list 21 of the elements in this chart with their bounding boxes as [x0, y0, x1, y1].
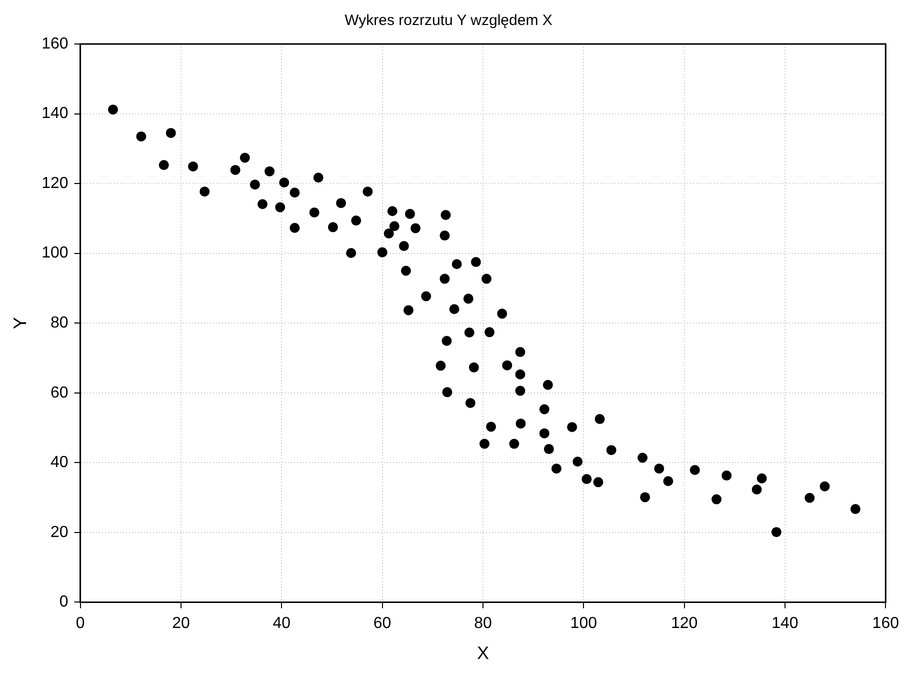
x-tick-label: 60: [373, 615, 392, 632]
x-tick-label: 140: [772, 615, 798, 632]
x-tick-label: 100: [570, 615, 598, 632]
x-axis-title: X: [476, 643, 489, 664]
y-tick-label: 120: [42, 174, 68, 192]
x-tick-label: 20: [172, 615, 190, 632]
x-tick-label: 0: [76, 615, 85, 632]
y-tick-label: 80: [50, 314, 68, 332]
y-tick-label: 40: [50, 454, 68, 472]
chart-title: Wykres rozrzutu Y względem X: [344, 12, 552, 30]
y-tick-label: 100: [42, 244, 68, 262]
x-tick-label: 120: [670, 615, 698, 632]
y-tick-label: 160: [42, 35, 68, 52]
x-tick-label: 160: [872, 615, 900, 632]
y-tick-label: 20: [50, 524, 68, 541]
x-tick-label: 40: [272, 615, 291, 632]
y-axis-title: Y: [10, 317, 30, 330]
y-tick-label: 0: [59, 594, 68, 611]
x-tick-label: 80: [474, 615, 492, 632]
y-tick-label: 60: [50, 384, 68, 402]
y-tick-label: 140: [42, 105, 68, 122]
